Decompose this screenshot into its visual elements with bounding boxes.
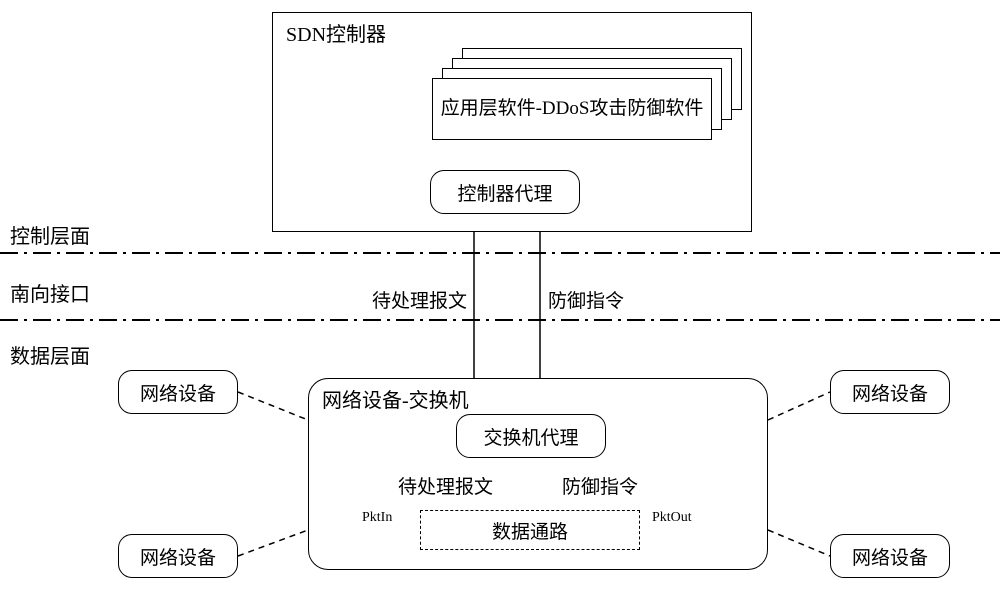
app-card-1: 应用层软件-DDoS攻击防御软件: [432, 78, 712, 140]
layer-label-data: 数据层面: [10, 340, 90, 369]
net-device-br: 网络设备: [830, 534, 950, 578]
pending-msg-upper: 待处理报文: [372, 286, 467, 313]
app-software-label: 应用层软件-DDoS攻击防御软件: [441, 97, 704, 122]
sdn-controller-title: SDN控制器: [286, 18, 386, 47]
datapath-label: 数据通路: [492, 517, 568, 544]
switch-agent-box: 交换机代理: [456, 414, 606, 458]
net-device-bl-label: 网络设备: [140, 543, 216, 570]
pending-msg-lower: 待处理报文: [398, 472, 493, 499]
net-device-bl: 网络设备: [118, 534, 238, 578]
switch-agent-label: 交换机代理: [483, 423, 578, 450]
layer-label-control: 控制层面: [10, 220, 90, 249]
controller-agent-box: 控制器代理: [430, 170, 580, 214]
switch-title: 网络设备-交换机: [322, 384, 469, 413]
datapath-box: 数据通路: [420, 510, 640, 550]
net-device-br-label: 网络设备: [852, 543, 928, 570]
defense-cmd-lower: 防御指令: [562, 472, 638, 499]
pktout-label: PktOut: [652, 510, 692, 526]
net-device-tr-label: 网络设备: [852, 379, 928, 406]
net-device-tl-label: 网络设备: [140, 379, 216, 406]
controller-agent-label: 控制器代理: [457, 179, 552, 206]
net-device-tl: 网络设备: [118, 370, 238, 414]
defense-cmd-upper: 防御指令: [548, 286, 624, 313]
net-device-tr: 网络设备: [830, 370, 950, 414]
layer-label-southbound: 南向接口: [10, 278, 90, 307]
pktin-label: PktIn: [362, 510, 392, 526]
